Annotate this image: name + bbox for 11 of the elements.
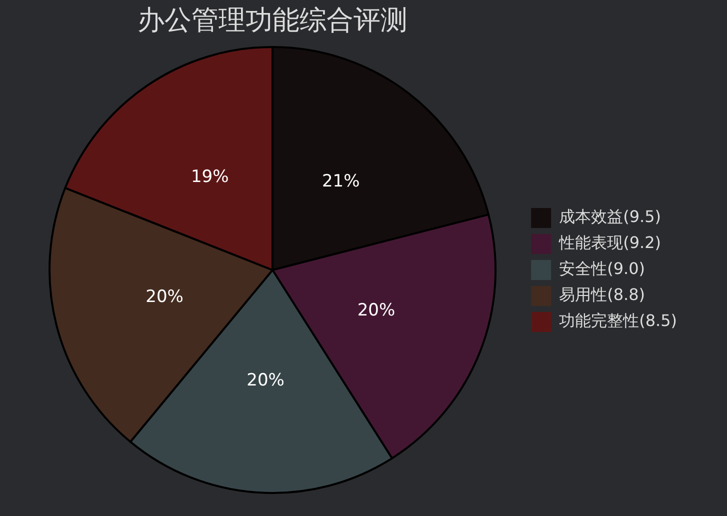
data-label: 20% [357, 300, 396, 320]
legend-label: 安全性(9.0) [559, 259, 646, 278]
chart-title: 办公管理功能综合评测 [138, 5, 408, 36]
legend-label: 性能表现(9.2) [558, 233, 662, 252]
legend-label: 功能完整性(8.5) [559, 311, 678, 330]
legend-label: 易用性(8.8) [559, 285, 646, 304]
data-label: 20% [246, 370, 284, 391]
data-label: 20% [146, 287, 184, 308]
data-label: 21% [322, 171, 360, 192]
legend-label: 成本效益(9.5) [559, 207, 662, 226]
data-label: 19% [190, 167, 229, 188]
